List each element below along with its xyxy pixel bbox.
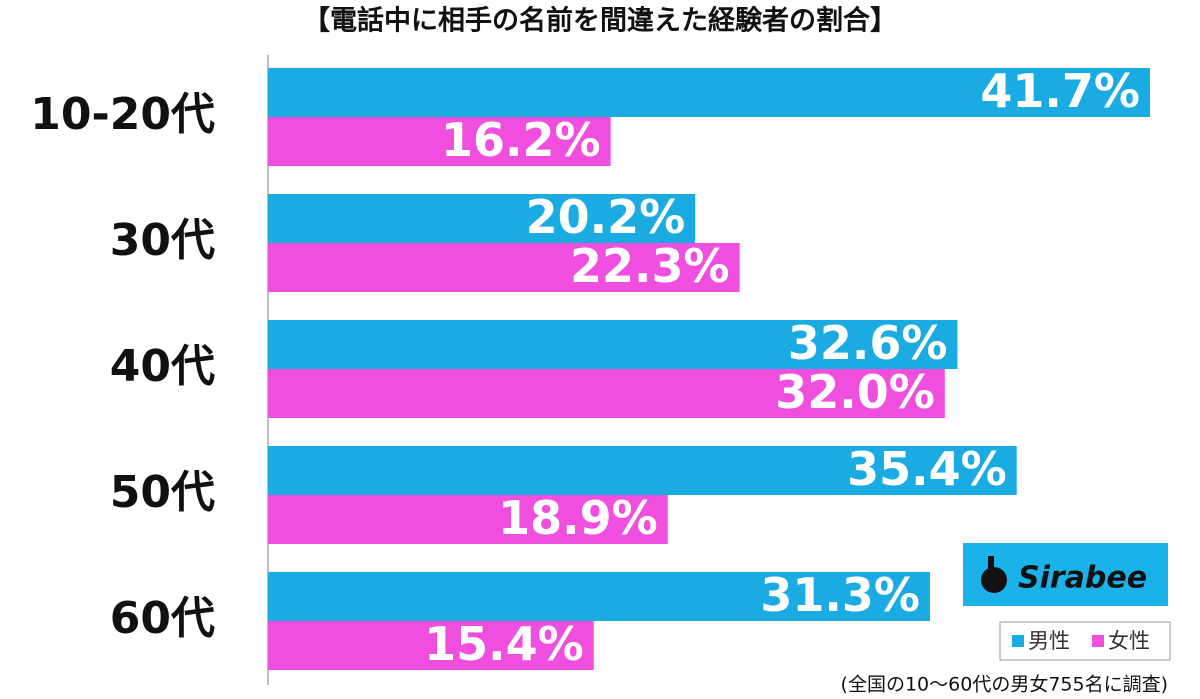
bar bbox=[268, 320, 958, 369]
chart-title: 【電話中に相手の名前を間違えた経験者の割合】 bbox=[303, 5, 897, 37]
value-label: 32.6% bbox=[788, 316, 948, 370]
value-label: 16.2% bbox=[441, 113, 601, 167]
value-label: 32.0% bbox=[775, 365, 935, 419]
bar bbox=[268, 68, 1150, 117]
y-tick-label: 40代 bbox=[110, 341, 215, 392]
y-tick-label: 10-20代 bbox=[30, 89, 215, 140]
footnote: (全国の10～60代の男女755名に調査) bbox=[841, 674, 1168, 696]
value-label: 20.2% bbox=[526, 190, 686, 244]
value-label: 35.4% bbox=[847, 442, 1007, 496]
bar bbox=[268, 446, 1017, 495]
y-tick-label: 60代 bbox=[110, 593, 215, 644]
value-label: 18.9% bbox=[498, 491, 658, 545]
legend-label: 男性 bbox=[1028, 629, 1070, 653]
y-tick-label: 30代 bbox=[110, 215, 215, 266]
legend-box bbox=[999, 621, 1171, 661]
legend-swatch bbox=[1092, 635, 1104, 647]
value-label: 15.4% bbox=[424, 617, 584, 671]
bar bbox=[268, 117, 611, 166]
bar bbox=[268, 243, 740, 292]
bar bbox=[268, 369, 945, 418]
logo-icon-stem bbox=[988, 556, 994, 570]
logo-icon bbox=[981, 567, 1007, 593]
bar bbox=[268, 621, 594, 670]
value-label: 31.3% bbox=[760, 568, 920, 622]
y-tick-label: 50代 bbox=[110, 467, 215, 518]
logo: Sirabee bbox=[963, 543, 1168, 606]
logo-text: Sirabee bbox=[1018, 561, 1147, 596]
legend-label: 女性 bbox=[1108, 629, 1150, 653]
value-label: 22.3% bbox=[570, 239, 730, 293]
bar bbox=[268, 194, 696, 243]
bar bbox=[268, 495, 668, 544]
bar bbox=[268, 572, 930, 621]
legend-swatch bbox=[1012, 635, 1024, 647]
value-label: 41.7% bbox=[980, 64, 1140, 118]
